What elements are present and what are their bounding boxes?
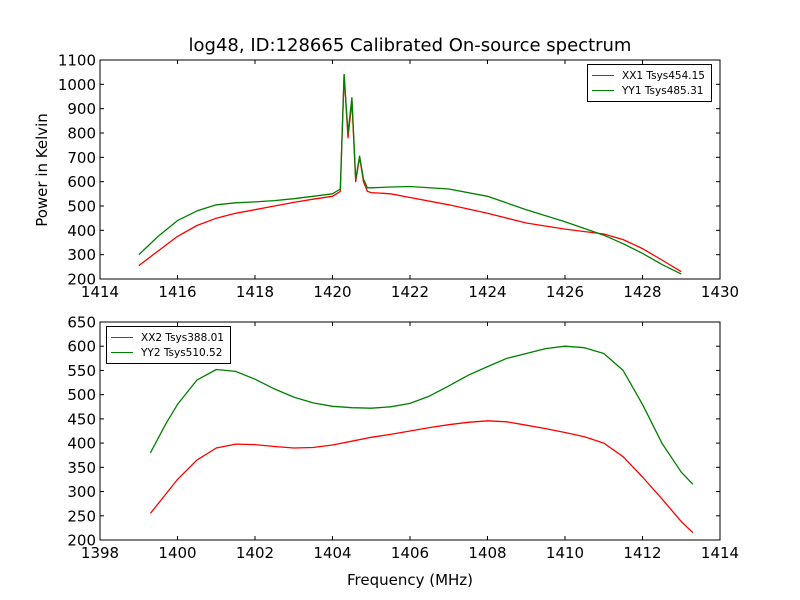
series-line	[138, 73, 682, 275]
y-tick-label: 500	[67, 198, 96, 216]
x-tick-label: 1418	[236, 283, 274, 301]
y-tick-label: 900	[67, 100, 96, 118]
x-tick-label: 1400	[158, 544, 196, 562]
x-tick-label: 1416	[158, 283, 196, 301]
legend-swatch	[111, 352, 133, 353]
x-tick-label: 1408	[468, 544, 506, 562]
legend-label: XX2 Tsys388.01	[141, 331, 224, 344]
x-tick-label: 1406	[391, 544, 429, 562]
y-tick-label: 250	[67, 507, 96, 525]
series-line	[149, 345, 694, 485]
y-tick-label: 400	[67, 435, 96, 453]
y-tick-label: 300	[67, 246, 96, 264]
series-line	[149, 420, 694, 534]
legend-swatch	[592, 90, 615, 91]
x-tick-label: 1426	[546, 283, 584, 301]
y-tick-label: 1000	[58, 76, 96, 94]
x-tick-label: 1430	[701, 283, 739, 301]
top-panel: 1414 1416 1418 1420 1422 1424 1426 1428 1430 200 3…	[58, 52, 739, 302]
legend-swatch	[111, 337, 133, 338]
series-line	[138, 73, 682, 273]
x-tick-label: 1428	[623, 283, 661, 301]
legend-label: XX1 Tsys454.15	[622, 69, 705, 82]
y-tick-label: 300	[67, 483, 96, 501]
y-tick-label: 200	[67, 532, 96, 550]
legend-entry: YY1 Tsys485.31	[592, 83, 705, 98]
x-tick-label: 1412	[623, 544, 661, 562]
y-tick-label: 500	[67, 386, 96, 404]
y-tick-label: 650	[67, 314, 96, 332]
x-tick-label: 1424	[468, 283, 506, 301]
y-tick-label: 350	[67, 459, 96, 477]
y-axis-label: Power in Kelvin	[33, 113, 51, 227]
y-tick-label: 550	[67, 362, 96, 380]
y-tick-label: 800	[67, 125, 96, 143]
y-tick-label: 200	[67, 271, 96, 289]
legend-top: XX1 Tsys454.15 YY1 Tsys485.31	[587, 64, 712, 102]
y-tick-label: 400	[67, 222, 96, 240]
x-tick-label: 1420	[313, 283, 351, 301]
x-tick-label: 1414	[701, 544, 739, 562]
legend-entry: XX1 Tsys454.15	[592, 68, 705, 83]
x-tick-label: 1404	[313, 544, 351, 562]
chart-title: log48, ID:128665 Calibrated On-source sp…	[188, 35, 632, 56]
legend-entry: YY2 Tsys510.52	[111, 345, 224, 360]
x-axis-label: Frequency (MHz)	[346, 571, 474, 589]
legend-label: YY1 Tsys485.31	[622, 84, 704, 97]
legend-label: YY2 Tsys510.52	[141, 346, 223, 359]
y-tick-label: 600	[67, 338, 96, 356]
y-tick-label: 1100	[58, 52, 96, 70]
legend-entry: XX2 Tsys388.01	[111, 330, 224, 345]
y-tick-label: 450	[67, 410, 96, 428]
x-tick-label: 1422	[391, 283, 429, 301]
legend-swatch	[592, 75, 615, 76]
y-tick-label: 700	[67, 149, 96, 167]
bottom-panel: 1398 1400 1402 1404 1406 1408 1410 1412 1414 200 2…	[67, 314, 739, 563]
x-tick-label: 1410	[546, 544, 584, 562]
x-tick-label: 1414	[81, 283, 119, 301]
legend-bottom: XX2 Tsys388.01 YY2 Tsys510.52	[106, 326, 231, 364]
x-tick-label: 1402	[236, 544, 274, 562]
y-tick-label: 600	[67, 173, 96, 191]
x-tick-label: 1398	[81, 544, 119, 562]
